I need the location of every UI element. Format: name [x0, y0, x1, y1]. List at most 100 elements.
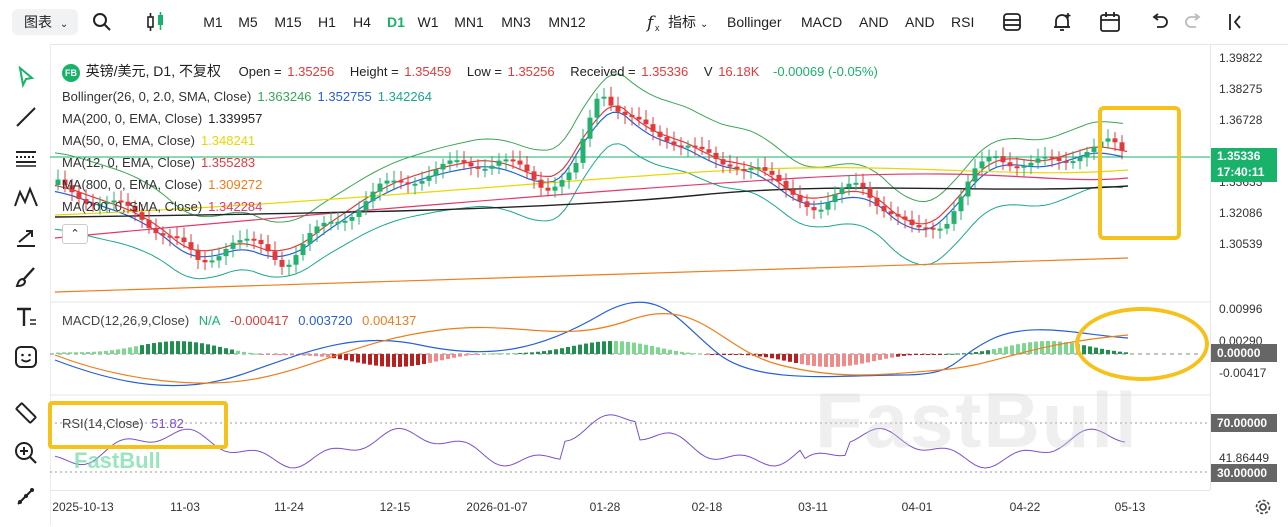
- ruler-icon[interactable]: [13, 400, 39, 426]
- macd-histogram-bar: [926, 354, 930, 355]
- macd-histogram-bar: [110, 350, 114, 354]
- chart-type-dropdown[interactable]: 图表 ⌄: [12, 9, 78, 35]
- candle-body: [209, 260, 215, 263]
- candle-body: [692, 145, 698, 148]
- time-tick: 11-24: [274, 500, 304, 514]
- macd-signal-line: [54, 313, 1129, 384]
- indicators-menu[interactable]: 指标 ⌄: [668, 0, 708, 44]
- macd-histogram-bar: [206, 344, 210, 354]
- timeframe-m1-button[interactable]: M1: [203, 14, 223, 30]
- macd-histogram-bar: [290, 354, 294, 356]
- layout-icon[interactable]: [1002, 12, 1022, 32]
- macd-histogram-bar: [692, 353, 696, 355]
- macd-histogram-bar: [788, 354, 792, 362]
- candle-body: [965, 181, 971, 197]
- macd-histogram-bar: [230, 349, 234, 354]
- candle-body: [741, 169, 747, 172]
- macd-histogram-bar: [512, 353, 516, 355]
- candle-body: [419, 180, 425, 184]
- calendar-icon[interactable]: [1099, 11, 1121, 33]
- indicator-macd-button[interactable]: MACD: [801, 14, 843, 30]
- timeframe-w1-button[interactable]: W1: [417, 14, 439, 30]
- macd-histogram-value: -0.000417: [230, 313, 289, 328]
- text-tool-icon[interactable]: [13, 304, 39, 330]
- indicator-rsi-button[interactable]: RSI: [951, 14, 975, 30]
- candlestick-icon[interactable]: [145, 12, 167, 32]
- candle-body: [55, 179, 61, 185]
- zoom-in-icon[interactable]: [13, 440, 39, 466]
- timeframe-m15-button[interactable]: M15: [274, 14, 302, 30]
- macd-histogram-bar: [746, 354, 750, 356]
- timeframe-m5-button[interactable]: M5: [238, 14, 258, 30]
- candle-body: [489, 165, 495, 169]
- time-axis[interactable]: 2025-10-13 11-03 11-24 12-15 2026-01-07 01-28…: [50, 490, 1210, 527]
- candle-body: [895, 214, 901, 217]
- collapse-legend-button[interactable]: ⌃: [62, 224, 88, 244]
- indicator-and-button-1[interactable]: AND: [859, 14, 889, 30]
- timeframe-mn3-button[interactable]: MN3: [501, 14, 531, 30]
- price-axis[interactable]: 1.39822 1.38275 1.36728 1.33633 1.32086 1.305…: [1210, 44, 1288, 490]
- candle-body: [573, 162, 579, 173]
- macd-histogram-bar: [518, 352, 522, 354]
- candle-body: [818, 209, 824, 212]
- candle-body: [972, 168, 978, 182]
- trend-line-icon[interactable]: [13, 104, 39, 130]
- macd-histogram-bar: [866, 354, 870, 363]
- horizontal-lines-icon[interactable]: [13, 144, 39, 170]
- settings-gear-icon[interactable]: [1254, 498, 1272, 516]
- macd-histogram-bar: [476, 354, 480, 355]
- candle-body: [769, 170, 775, 175]
- ma200-ema-line: [54, 185, 1129, 218]
- candle-body: [230, 242, 236, 249]
- highlight-box-price: [1098, 106, 1181, 240]
- projection-icon[interactable]: [13, 224, 39, 250]
- emoji-icon[interactable]: [13, 344, 39, 370]
- candle-body: [517, 160, 523, 165]
- candle-body: [405, 182, 411, 185]
- time-tick: 2025-10-13: [52, 500, 114, 514]
- indicator-and-button-2[interactable]: AND: [905, 14, 935, 30]
- candle-body: [804, 201, 810, 208]
- brush-icon[interactable]: [13, 264, 39, 290]
- candle-body: [181, 237, 187, 243]
- undo-icon[interactable]: [1150, 12, 1170, 32]
- search-icon[interactable]: [92, 12, 112, 32]
- macd-histogram-bar: [944, 353, 948, 355]
- svg-text:f: f: [645, 13, 656, 32]
- pattern-icon[interactable]: [13, 184, 39, 210]
- timeframe-h4-button[interactable]: H4: [353, 14, 371, 30]
- macd-histogram-bar: [338, 354, 342, 360]
- macd-histogram-bar: [824, 354, 828, 367]
- macd-histogram-bar: [92, 351, 96, 354]
- macd-histogram-bar: [800, 354, 804, 365]
- candle-body: [237, 240, 243, 243]
- macd-histogram-bar: [974, 352, 978, 354]
- macd-histogram-bar: [698, 353, 702, 355]
- candle-body: [762, 167, 768, 171]
- overlay-label: MA(50, 0, EMA, Close): [62, 133, 195, 148]
- indicator-bollinger-button[interactable]: Bollinger: [727, 14, 782, 30]
- candle-body: [1084, 151, 1090, 158]
- macd-histogram-bar: [992, 349, 996, 354]
- redo-icon[interactable]: [1183, 12, 1203, 32]
- timeframe-mn12-button[interactable]: MN12: [548, 14, 586, 30]
- macd-histogram-bar: [620, 341, 624, 354]
- cursor-arrow-icon[interactable]: [13, 64, 39, 90]
- price-tick: 1.36728: [1219, 113, 1263, 127]
- candle-body: [531, 171, 537, 180]
- macd-histogram-bar: [548, 350, 552, 354]
- macd-histogram-bar: [908, 354, 912, 356]
- macd-histogram-bar: [422, 354, 426, 365]
- candle-body: [867, 187, 873, 198]
- timeframe-h1-button[interactable]: H1: [318, 14, 336, 30]
- alert-bell-icon[interactable]: [1051, 11, 1073, 33]
- timeframe-d1-button[interactable]: D1: [387, 14, 405, 30]
- macd-histogram-bar: [968, 352, 972, 354]
- macd-histogram-bar: [434, 354, 438, 362]
- high-value: 1.35459: [404, 64, 452, 79]
- magnet-tools-icon[interactable]: [13, 484, 39, 510]
- timeframe-mn1-button[interactable]: MN1: [454, 14, 484, 30]
- collapse-icon[interactable]: [1226, 12, 1246, 32]
